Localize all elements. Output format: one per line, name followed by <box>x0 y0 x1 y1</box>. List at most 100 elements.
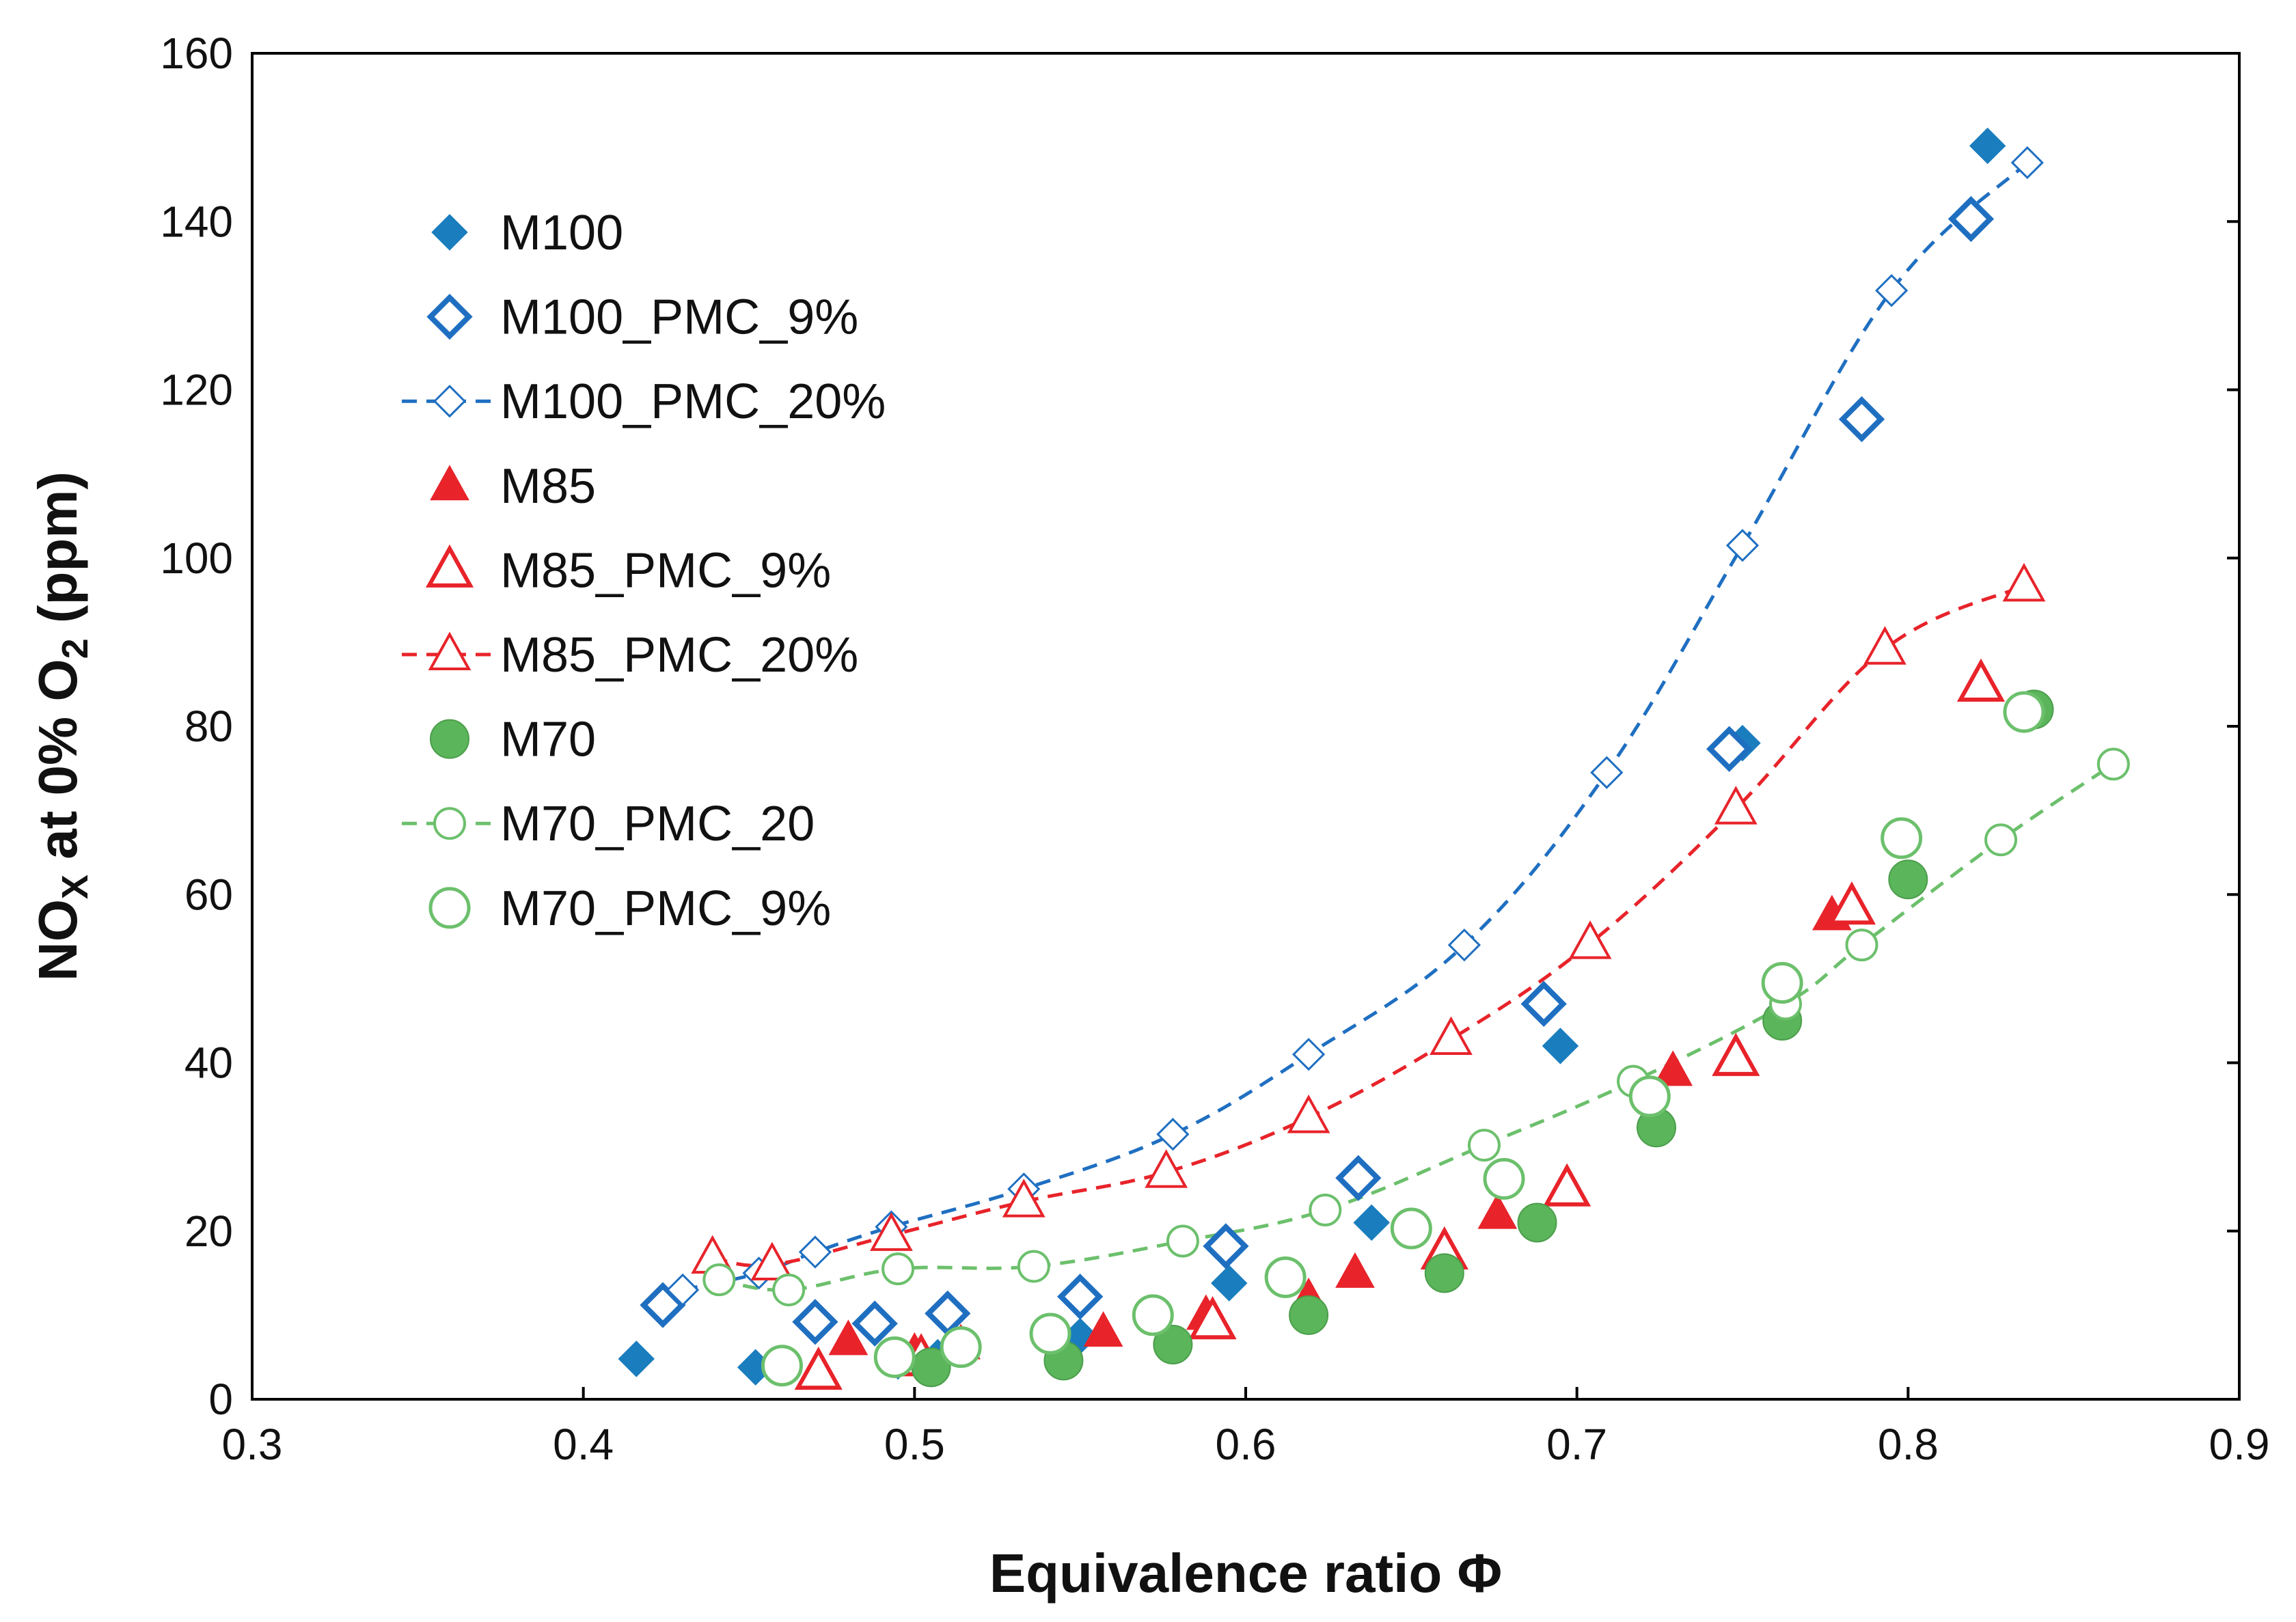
data-point-m70-pmc-20 <box>1166 1224 1199 1258</box>
legend-label: M85 <box>500 459 596 514</box>
legend-marker <box>428 631 472 670</box>
data-point-m100-pmc-20- <box>1590 756 1624 789</box>
data-point-m70-pmc-9- <box>940 1326 982 1369</box>
legend-label: M70 <box>500 713 596 767</box>
data-point-m70-pmc-20 <box>772 1273 806 1306</box>
data-point-m100-pmc-9- <box>1203 1223 1249 1269</box>
series-m100-pmc-9- <box>640 195 1995 1347</box>
y-axis-title-sub1: X <box>55 875 96 899</box>
data-point-m70-pmc-20 <box>1984 823 2018 857</box>
y-axis-title-main: NO <box>27 899 88 981</box>
y-axis-title-end: (ppm) <box>27 471 88 638</box>
data-point-m70-pmc-9- <box>1761 962 1803 1004</box>
data-point-m85-pmc-20- <box>2002 562 2046 602</box>
legend-label: M100_PMC_9% <box>500 290 858 345</box>
data-point-m85-pmc-9- <box>1188 1296 1237 1340</box>
series-m70-pmc-9- <box>761 691 2045 1387</box>
legend-item-m85: M85 <box>430 459 596 514</box>
legend-marker <box>433 385 467 418</box>
data-point-m70 <box>1888 860 1928 900</box>
series-m70-pmc-20 <box>702 747 2130 1306</box>
y-tick-label: 80 <box>184 702 233 751</box>
y-tick-label: 160 <box>160 29 233 78</box>
x-tick-label: 0.8 <box>1878 1420 1939 1469</box>
data-point-m100 <box>1211 1265 1248 1302</box>
legend-item-m100-pmc-20-: M100_PMC_20% <box>402 374 886 429</box>
data-point-m100 <box>1542 1028 1579 1064</box>
x-axis-title: Equivalence ratio Φ <box>989 1543 1502 1604</box>
data-point-m85-pmc-9- <box>1827 881 1876 925</box>
legend-label: M70_PMC_20 <box>500 797 815 851</box>
data-point-m85 <box>828 1319 869 1356</box>
legend-marker <box>425 544 474 588</box>
data-point-m100-pmc-9- <box>792 1299 838 1345</box>
legend-label: M100 <box>500 206 623 260</box>
data-point-m85-pmc-20- <box>1145 1149 1188 1188</box>
data-point-m85-pmc-9- <box>1712 1032 1760 1076</box>
data-point-m70-pmc-9- <box>2003 691 2045 733</box>
x-tick-label: 0.7 <box>1546 1420 1607 1469</box>
legend-marker <box>433 807 466 840</box>
data-point-m100-pmc-9- <box>1520 980 1567 1027</box>
data-point-m70 <box>1289 1295 1329 1335</box>
legend-item-m85-pmc-20-: M85_PMC_20% <box>402 628 858 683</box>
data-point-m100 <box>618 1341 655 1377</box>
data-point-m100 <box>1353 1204 1390 1241</box>
y-tick-label: 120 <box>160 366 233 415</box>
axis-titles: Equivalence ratio Φ NOX at 0% O2 (ppm) <box>27 471 1502 1604</box>
y-tick-label: 40 <box>184 1039 233 1088</box>
data-point-m100-pmc-9- <box>851 1300 898 1347</box>
data-point-m100 <box>1969 127 2006 165</box>
data-point-m85-pmc-20- <box>1430 1016 1473 1056</box>
legend-marker <box>430 719 469 759</box>
data-point-m85-pmc-20- <box>750 1241 794 1280</box>
data-point-m85 <box>1653 1050 1693 1086</box>
legend-marker <box>428 887 471 929</box>
legend-item-m100: M100 <box>431 206 623 260</box>
legend-marker <box>430 465 469 501</box>
data-point-m85 <box>1477 1193 1518 1229</box>
data-point-m70-pmc-9- <box>761 1345 803 1387</box>
data-point-m100-pmc-20- <box>1447 929 1481 962</box>
data-point-m85-pmc-9- <box>1543 1163 1591 1207</box>
legend-marker <box>431 214 468 251</box>
legend: M100 M100_PMC_9% M100_PMC_20% M85 M85_PMC_9%… <box>402 206 886 936</box>
data-point-m70-pmc-9- <box>1132 1294 1174 1336</box>
data-point-m70-pmc-9- <box>1264 1256 1307 1298</box>
y-tick-label: 140 <box>160 197 233 246</box>
legend-label: M70_PMC_9% <box>500 881 831 936</box>
data-point-m70-pmc-20 <box>882 1252 915 1286</box>
x-tick-label: 0.3 <box>222 1420 283 1469</box>
series-markers <box>618 127 2130 1390</box>
data-point-m70-pmc-20 <box>1309 1193 1342 1226</box>
y-tick-label: 100 <box>160 534 233 583</box>
series-m85 <box>828 659 2001 1368</box>
data-point-m100-pmc-9- <box>1706 726 1753 772</box>
series-line-m100-pmc-20- <box>682 161 2029 1292</box>
data-point-m85-pmc-20- <box>1568 920 1612 959</box>
data-point-m85-pmc-20- <box>1287 1095 1330 1133</box>
y-tick-label: 20 <box>184 1207 233 1256</box>
data-point-m70 <box>1517 1202 1557 1243</box>
data-point-m100-pmc-20- <box>1292 1038 1326 1071</box>
legend-label: M85_PMC_9% <box>500 543 831 598</box>
x-tick-label: 0.4 <box>553 1420 614 1469</box>
data-point-m85-pmc-20- <box>870 1212 913 1251</box>
data-point-m70-pmc-9- <box>1628 1075 1671 1118</box>
data-point-m70-pmc-20 <box>1017 1250 1050 1283</box>
data-point-m70-pmc-9- <box>1881 817 1923 860</box>
legend-marker <box>426 293 473 340</box>
data-point-m100-pmc-20- <box>1874 274 1909 307</box>
data-point-m85 <box>1335 1252 1375 1288</box>
legend-label: M85_PMC_20% <box>500 628 858 683</box>
legend-item-m70-pmc-9-: M70_PMC_9% <box>428 881 831 936</box>
data-point-m100-pmc-9- <box>1948 195 1995 243</box>
data-point-m85-pmc-20- <box>1002 1179 1046 1218</box>
y-axis-title-mid: at 0% O <box>27 659 88 875</box>
legend-item-m100-pmc-9-: M100_PMC_9% <box>426 290 858 345</box>
legend-label: M100_PMC_20% <box>500 374 886 429</box>
data-point-m100-pmc-9- <box>1838 396 1885 443</box>
y-axis-title: NOX at 0% O2 (ppm) <box>27 471 96 981</box>
data-point-m100-pmc-20- <box>2010 146 2044 180</box>
